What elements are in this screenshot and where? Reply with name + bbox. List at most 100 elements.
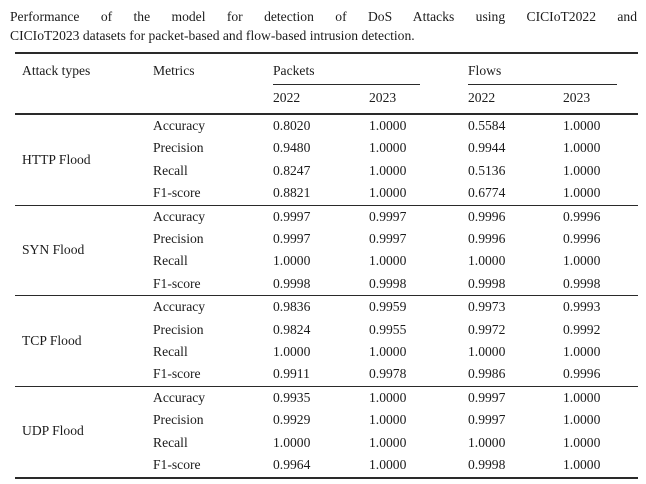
metric-value-cell: 0.9955: [369, 321, 407, 337]
metric-value-cell: 0.8020: [273, 118, 311, 133]
metric-label-cell: F1-score: [153, 366, 201, 382]
metric-value-cell: 1.0000: [563, 185, 601, 201]
metric-value-cell: 1.0000: [468, 434, 506, 450]
attack-type-cell: UDP Flood: [15, 385, 153, 478]
caption-line-1: Performance of the model for detection o…: [10, 9, 637, 24]
header-flows-2022: 2022: [468, 90, 496, 105]
metric-value-cell: 1.0000: [369, 185, 407, 201]
metric-value-cell: 0.9973: [468, 295, 563, 319]
metric-value-cell: 0.9978: [369, 366, 407, 382]
metric-label-cell: F1-score: [153, 275, 201, 291]
metric-value-cell: 0.9964: [273, 457, 311, 473]
metric-value-cell: 0.8247: [273, 162, 311, 178]
metric-value-cell: 0.9997: [273, 231, 311, 247]
table-row: HTTP Flood Accuracy 0.8020 1.0000 0.5584 1.00…: [15, 114, 638, 167]
metric-value-cell: 1.0000: [369, 457, 407, 473]
metric-label-cell: Precision: [153, 140, 204, 156]
metric-value-cell: 0.5136: [468, 162, 506, 178]
header-group-packets: Packets: [273, 53, 468, 85]
metric-value-cell: 1.0000: [369, 162, 407, 178]
metric-value-cell: 0.9996: [563, 204, 638, 229]
metric-value-cell: 0.9996: [563, 366, 601, 382]
metric-label-cell: F1-score: [153, 185, 201, 201]
table-row: Precision 0.9929 1.0000 0.9997 1.0000: [15, 409, 638, 431]
metric-value-cell: 0.9996: [468, 204, 563, 229]
metric-value-cell: 1.0000: [369, 140, 407, 156]
header-group-flows: Flows: [468, 53, 638, 85]
results-table: Attack types Metrics Packets Flows 2022 …: [15, 52, 638, 479]
metric-value-cell: 1.0000: [273, 434, 311, 450]
metric-value-cell: 1.0000: [369, 412, 407, 428]
metric-value-cell: 0.9997: [468, 412, 506, 428]
table-row: F1-score 0.9964 1.0000 0.9998 1.0000: [15, 454, 638, 477]
metric-value-cell: 0.9996: [563, 231, 601, 247]
metric-value-cell: 0.9997: [369, 231, 407, 247]
metric-value-cell: 0.9997: [273, 204, 369, 229]
metric-value-cell: 1.0000: [563, 344, 601, 360]
metric-value-cell: 1.0000: [563, 385, 638, 410]
metric-value-cell: 0.9836: [273, 295, 369, 319]
header-packets-2022: 2022: [273, 90, 301, 105]
metric-value-cell: 1.0000: [563, 412, 601, 428]
table-row: F1-score 0.8821 1.0000 0.6774 1.0000: [15, 182, 638, 205]
metric-label-cell: Recall: [153, 434, 188, 450]
metric-label-cell: Precision: [153, 231, 204, 247]
metric-label-cell: Accuracy: [153, 385, 273, 410]
table-row: Precision 0.9997 0.9997 0.9996 0.9996: [15, 228, 638, 250]
table-row: UDP Flood Accuracy 0.9935 1.0000 0.9997 1.000…: [15, 385, 638, 478]
metric-value-cell: 0.9998: [273, 275, 311, 291]
metric-label-cell: Recall: [153, 344, 188, 360]
metric-value-cell: 0.9986: [468, 366, 506, 382]
metric-label-cell: Accuracy: [153, 295, 273, 319]
metric-value-cell: 0.9935: [273, 385, 369, 410]
metric-value-cell: 1.0000: [468, 344, 506, 360]
metric-value-cell: 1.0000: [369, 385, 468, 410]
table-row: Recall 1.0000 1.0000 1.0000 1.0000: [15, 341, 638, 363]
metric-value-cell: 1.0000: [369, 344, 407, 360]
metric-value-cell: 0.9959: [369, 295, 468, 319]
metric-value-cell: 1.0000: [369, 434, 407, 450]
attack-type-cell: TCP Flood: [15, 295, 153, 387]
metric-value-cell: 1.0000: [563, 434, 601, 450]
header-group-flows-label: Flows: [468, 62, 617, 85]
metric-value-cell: 0.9944: [468, 140, 506, 156]
metric-value-cell: 0.9911: [273, 366, 310, 382]
metric-value-cell: 0.9972: [468, 321, 506, 337]
table-row: F1-score 0.9998 0.9998 0.9998 0.9998: [15, 273, 638, 296]
metric-value-cell: 1.0000: [563, 457, 601, 473]
metric-value-cell: 0.9996: [468, 231, 506, 247]
table-body: HTTP Flood Accuracy 0.8020 1.0000 0.5584 1.00…: [15, 114, 638, 478]
header-flows-2023: 2023: [563, 90, 591, 105]
metric-value-cell: 0.6774: [468, 185, 506, 201]
metric-value-cell: 0.9992: [563, 321, 601, 337]
metric-value-cell: 1.0000: [369, 118, 407, 133]
metric-label-cell: Accuracy: [153, 118, 206, 133]
metric-label-cell: Recall: [153, 162, 188, 178]
table-row: Precision 0.9480 1.0000 0.9944 1.0000: [15, 137, 638, 159]
metric-value-cell: 1.0000: [563, 253, 601, 269]
metric-value-cell: 1.0000: [369, 253, 407, 269]
caption-line-2: CICIoT2023 datasets for packet-based and…: [10, 28, 415, 43]
metric-value-cell: 0.9993: [563, 295, 638, 319]
metric-label-cell: F1-score: [153, 457, 201, 473]
metric-value-cell: 1.0000: [273, 253, 311, 269]
attack-type-cell: SYN Flood: [15, 204, 153, 296]
metric-value-cell: 0.9997: [369, 204, 468, 229]
header-attack-types: Attack types: [22, 63, 91, 78]
table-row: Recall 0.8247 1.0000 0.5136 1.0000: [15, 160, 638, 182]
metric-label-cell: Accuracy: [153, 204, 273, 229]
header-year-row: 2022 2023 2022 2023: [15, 85, 638, 114]
table-row: Precision 0.9824 0.9955 0.9972 0.9992: [15, 319, 638, 341]
metric-label-cell: Precision: [153, 321, 204, 337]
metric-label-cell: Recall: [153, 253, 188, 269]
table-row: TCP Flood Accuracy 0.9836 0.9959 0.9973 0.999…: [15, 295, 638, 387]
metric-value-cell: 1.0000: [563, 140, 601, 156]
header-metrics: Metrics: [153, 63, 195, 78]
metric-value-cell: 0.9998: [468, 275, 506, 291]
header-group-packets-label: Packets: [273, 62, 420, 85]
metric-label-cell: Precision: [153, 412, 204, 428]
header-packets-2023: 2023: [369, 90, 397, 105]
metric-value-cell: 1.0000: [468, 253, 506, 269]
metric-value-cell: 0.9998: [369, 275, 407, 291]
